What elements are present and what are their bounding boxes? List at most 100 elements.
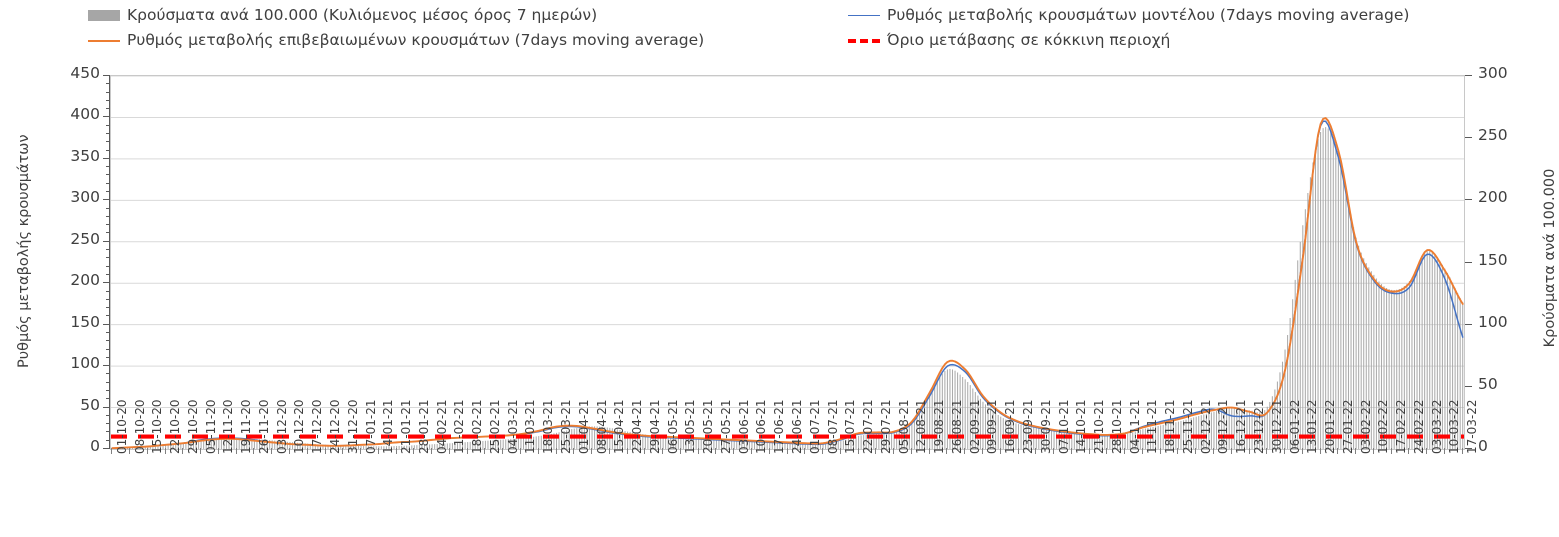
- x-axis-tick-label: 17-12-20: [310, 399, 325, 454]
- x-axis-tick-mark: [1159, 448, 1161, 454]
- x-axis-tick-mark: [786, 448, 788, 454]
- legend-item-confirmed-change-rate[interactable]: Ρυθμός μεταβολής επιβεβαιωμένων κρουσμάτ…: [88, 31, 705, 49]
- y-axis-left-minor-tick: [106, 298, 110, 300]
- y-axis-right-tick-mark: [1465, 385, 1472, 387]
- y-axis-left-minor-tick: [106, 166, 110, 168]
- x-axis-tick-mark: [182, 448, 184, 454]
- legend-label-confirmed-change-rate: Ρυθμός μεταβολής επιβεβαιωμένων κρουσμάτ…: [127, 31, 705, 49]
- x-axis-tick-label: 13-01-22: [1305, 399, 1320, 454]
- x-axis-tick-mark: [857, 448, 859, 454]
- y-axis-left-tick-label: 50: [80, 395, 100, 414]
- x-axis-tick-mark: [271, 448, 273, 454]
- x-axis-tick-label: 11-03-21: [523, 399, 538, 454]
- x-axis-tick-label: 08-10-20: [132, 399, 147, 454]
- x-axis-tick-mark: [1337, 448, 1339, 454]
- x-axis-tick-mark: [377, 448, 379, 454]
- x-axis-tick-label: 06-05-21: [665, 399, 680, 454]
- y-axis-left-tick-label: 150: [70, 312, 100, 331]
- y-axis-left-minor-tick: [106, 157, 110, 159]
- x-axis-tick-mark: [466, 448, 468, 454]
- x-axis-tick-label: 17-02-22: [1394, 399, 1409, 454]
- y-axis-left-minor-tick: [106, 199, 110, 201]
- x-axis-tick-label: 30-09-21: [1038, 399, 1053, 454]
- x-axis-tick-label: 15-07-21: [843, 399, 858, 454]
- x-axis-tick-label: 07-10-21: [1056, 399, 1071, 454]
- legend-item-red-zone-threshold[interactable]: Όριο μετάβασης σε κόκκινη περιοχή: [848, 32, 1170, 49]
- x-axis-tick-mark: [1124, 448, 1126, 454]
- x-axis-tick-label: 29-07-21: [878, 399, 893, 454]
- x-axis-tick-label: 26-11-20: [256, 399, 271, 454]
- y-axis-left-tick-label: 250: [70, 229, 100, 248]
- y-axis-left-minor-tick: [106, 141, 110, 143]
- x-axis-tick-mark: [288, 448, 290, 454]
- x-axis-tick-label: 12-08-21: [914, 399, 929, 454]
- y-axis-left-minor-tick: [106, 174, 110, 176]
- x-axis-tick-label: 01-07-21: [807, 399, 822, 454]
- x-axis-tick-label: 06-01-22: [1287, 399, 1302, 454]
- x-axis-tick-label: 09-12-21: [1216, 399, 1231, 454]
- x-axis-tick-label: 18-03-21: [541, 399, 556, 454]
- x-axis-tick-mark: [1177, 448, 1179, 454]
- x-axis-tick-mark: [1443, 448, 1445, 454]
- x-axis-tick-label: 30-12-21: [1269, 399, 1284, 454]
- plot-svg: [111, 76, 1464, 449]
- x-axis-tick-mark: [1319, 448, 1321, 454]
- y-axis-left-spine: [109, 75, 111, 448]
- x-axis-tick-label: 24-02-22: [1411, 399, 1426, 454]
- y-axis-left-minor-tick: [106, 75, 110, 76]
- legend-item-cases-per-100k[interactable]: Κρούσματα ανά 100.000 (Κυλιόμενος μέσος …: [88, 7, 597, 24]
- x-axis-tick-label: 17-06-21: [772, 399, 787, 454]
- x-axis-tick-label: 04-02-21: [434, 399, 449, 454]
- y-axis-left-tick-label: 450: [70, 64, 100, 82]
- x-axis-tick-label: 10-03-22: [1447, 399, 1462, 454]
- y-axis-right-tick-mark: [1465, 137, 1472, 139]
- x-axis-tick-label: 22-07-21: [861, 399, 876, 454]
- plot-area: [110, 75, 1465, 450]
- x-axis-tick-label: 03-02-22: [1358, 399, 1373, 454]
- bar-swatch-icon: [88, 10, 120, 22]
- y-axis-left-minor-tick: [106, 249, 110, 251]
- x-axis-tick-mark: [750, 448, 752, 454]
- x-axis-tick-mark: [875, 448, 877, 454]
- gridlines: [111, 76, 1464, 409]
- x-axis-tick-mark: [235, 448, 237, 454]
- y-axis-left-minor-tick: [106, 381, 110, 383]
- x-axis-tick-mark: [1212, 448, 1214, 454]
- x-axis-tick-label: 16-12-21: [1234, 399, 1249, 454]
- x-axis-tick-mark: [715, 448, 717, 454]
- x-axis-tick-mark: [342, 448, 344, 454]
- line-series-confirmed: [111, 117, 1464, 449]
- x-axis-tick-label: 05-11-20: [203, 399, 218, 454]
- y-axis-left-minor-tick: [106, 207, 110, 209]
- x-axis-tick-label: 05-08-21: [896, 399, 911, 454]
- x-axis-tick-label: 04-11-21: [1127, 399, 1142, 454]
- x-axis-tick-mark: [573, 448, 575, 454]
- y-axis-right-tick-label: 100: [1478, 312, 1508, 331]
- x-axis-tick-mark: [431, 448, 433, 454]
- x-axis-tick-mark: [839, 448, 841, 454]
- x-axis-tick-mark: [804, 448, 806, 454]
- y-axis-left-minor-tick: [106, 406, 110, 408]
- x-axis-tick-mark: [1195, 448, 1197, 454]
- legend-item-model-change-rate[interactable]: Ρυθμός μεταβολής κρουσμάτων μοντέλου (7d…: [848, 6, 1410, 24]
- y-axis-left-minor-tick: [106, 448, 110, 449]
- y-axis-left-minor-tick: [106, 99, 110, 101]
- y-axis-left-minor-tick: [106, 149, 110, 151]
- x-axis-tick-label: 08-04-21: [594, 399, 609, 454]
- y-axis-left-minor-tick: [106, 389, 110, 391]
- x-axis-tick-mark: [1426, 448, 1428, 454]
- y-axis-left-tick-label: 200: [70, 271, 100, 290]
- x-axis-tick-mark: [360, 448, 362, 454]
- y-axis-left-minor-tick: [106, 191, 110, 193]
- x-axis-tick-label: 11-02-21: [452, 399, 467, 454]
- legend-label-model-change-rate: Ρυθμός μεταβολής κρουσμάτων μοντέλου (7d…: [887, 6, 1410, 24]
- y-axis-left-minor-tick: [106, 273, 110, 275]
- x-axis-tick-mark: [946, 448, 948, 454]
- y-axis-right-tick-label: 200: [1478, 188, 1508, 207]
- y-axis-right-tick-mark: [1465, 75, 1472, 76]
- x-axis-tick-label: 07-01-21: [363, 399, 378, 454]
- x-axis-tick-label: 26-08-21: [949, 399, 964, 454]
- x-axis-tick-mark: [822, 448, 824, 454]
- x-axis-tick-label: 27-05-21: [718, 399, 733, 454]
